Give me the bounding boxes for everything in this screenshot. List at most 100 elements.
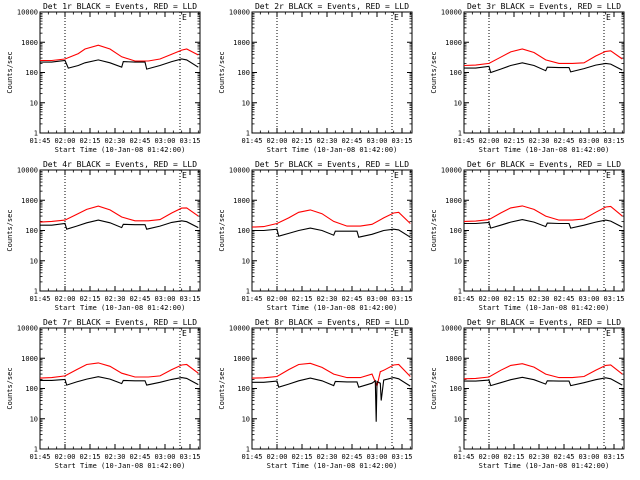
series-lld-line	[39, 362, 199, 379]
x-tick-label: 01:45	[241, 137, 262, 145]
x-tick-label: 03:00	[578, 137, 599, 145]
panel-det-6: Det 6r BLACK = Events, RED = LLD E 1 10 100 1…	[430, 160, 625, 312]
x-tick-label: 01:45	[29, 137, 50, 145]
x-tick-label: 03:00	[578, 453, 599, 461]
y-tick-label: 1	[34, 288, 38, 296]
x-tick-label: 01:45	[453, 453, 474, 461]
y-tick-label: 1	[246, 288, 250, 296]
y-tick-label: 10000	[229, 9, 250, 17]
y-axis-label: Counts/sec	[430, 367, 438, 409]
x-tick-label: 01:45	[453, 295, 474, 303]
x-tick-label: 03:15	[603, 137, 624, 145]
panel-det-8: Det 8r BLACK = Events, RED = LLD E 1 10 100 1…	[218, 318, 413, 470]
y-axis-label: Counts/sec	[218, 51, 226, 93]
y-tick-label: 10	[242, 257, 250, 265]
y-tick-label: 10000	[229, 167, 250, 175]
y-tick-label: 1000	[21, 197, 38, 205]
legend-marker: E	[606, 13, 611, 22]
x-tick-label: 02:00	[478, 137, 499, 145]
x-tick-label: 01:45	[29, 453, 50, 461]
x-tick-label: 01:45	[29, 295, 50, 303]
x-tick-label: 02:15	[291, 453, 312, 461]
x-tick-label: 03:00	[154, 453, 175, 461]
y-tick-label: 100	[449, 385, 462, 393]
y-axis-label: Counts/sec	[6, 209, 14, 251]
y-tick-label: 10000	[229, 325, 250, 333]
x-tick-label: 02:45	[553, 453, 574, 461]
y-tick-label: 1000	[233, 197, 250, 205]
x-tick-label: 02:00	[478, 453, 499, 461]
x-axis-label: Start Time (10-Jan-08 01:42:00)	[267, 304, 398, 312]
panel-det-7: Det 7r BLACK = Events, RED = LLD E 1 10 100 1…	[6, 318, 201, 470]
x-tick-label: 03:15	[179, 295, 200, 303]
legend-marker: E	[182, 171, 187, 180]
series-events-line	[252, 377, 411, 422]
x-tick-label: 03:15	[603, 295, 624, 303]
y-tick-label: 10	[30, 99, 38, 107]
series-events-line	[464, 376, 623, 387]
x-tick-label: 02:15	[291, 295, 312, 303]
y-axis-label: Counts/sec	[6, 51, 14, 93]
x-tick-label: 02:30	[528, 137, 549, 145]
x-tick-label: 03:15	[179, 453, 200, 461]
series-events-line	[464, 62, 623, 74]
x-tick-label: 02:30	[316, 295, 337, 303]
x-tick-label: 02:45	[341, 453, 362, 461]
x-axis-label: Start Time (10-Jan-08 01:42:00)	[55, 304, 186, 312]
x-tick-label: 01:45	[241, 453, 262, 461]
x-tick-label: 01:45	[241, 295, 262, 303]
x-tick-label: 02:45	[341, 137, 362, 145]
x-tick-label: 02:00	[266, 453, 287, 461]
y-tick-label: 1000	[233, 355, 250, 363]
legend-marker: E	[182, 13, 187, 22]
x-axis-label: Start Time (10-Jan-08 01:42:00)	[479, 146, 610, 154]
legend-marker: E	[394, 329, 399, 338]
panel-title: Det 4r BLACK = Events, RED = LLD	[43, 160, 197, 169]
x-tick-label: 03:15	[603, 453, 624, 461]
x-tick-label: 02:15	[79, 453, 100, 461]
series-lld-line	[251, 362, 411, 388]
y-axis-label: Counts/sec	[430, 51, 438, 93]
x-tick-label: 02:00	[266, 295, 287, 303]
x-tick-label: 03:00	[366, 137, 387, 145]
y-tick-label: 100	[237, 227, 250, 235]
plot-frame	[251, 11, 413, 134]
y-tick-label: 10	[454, 257, 462, 265]
series-lld-line	[463, 205, 623, 222]
panel-title: Det 7r BLACK = Events, RED = LLD	[43, 318, 197, 327]
legend-marker: E	[182, 329, 187, 338]
y-tick-label: 1	[458, 446, 462, 454]
y-tick-label: 10000	[441, 325, 462, 333]
y-axis-label: Counts/sec	[218, 367, 226, 409]
x-axis-label: Start Time (10-Jan-08 01:42:00)	[479, 462, 610, 470]
x-tick-label: 02:30	[104, 453, 125, 461]
plot-frame	[39, 11, 201, 134]
y-tick-label: 10000	[441, 167, 462, 175]
x-tick-label: 03:00	[366, 453, 387, 461]
x-tick-label: 03:15	[391, 453, 412, 461]
panel-title: Det 5r BLACK = Events, RED = LLD	[255, 160, 409, 169]
y-tick-label: 1000	[21, 355, 38, 363]
x-tick-label: 02:00	[54, 137, 75, 145]
series-lld-line	[463, 363, 623, 380]
y-tick-label: 10	[454, 99, 462, 107]
x-axis-label: Start Time (10-Jan-08 01:42:00)	[479, 304, 610, 312]
y-tick-label: 1	[246, 130, 250, 138]
panel-det-1: Det 1r BLACK = Events, RED = LLD E 1 10 100 1…	[6, 2, 201, 154]
panel-title: Det 6r BLACK = Events, RED = LLD	[467, 160, 621, 169]
plot-frame	[251, 327, 413, 450]
panel-title: Det 3r BLACK = Events, RED = LLD	[467, 2, 621, 11]
x-tick-label: 02:45	[553, 295, 574, 303]
x-tick-label: 02:45	[129, 295, 150, 303]
x-tick-label: 03:00	[578, 295, 599, 303]
x-tick-label: 02:00	[478, 295, 499, 303]
series-events-line	[40, 58, 199, 70]
x-tick-label: 02:45	[129, 137, 150, 145]
panel-title: Det 1r BLACK = Events, RED = LLD	[43, 2, 197, 11]
panel-det-9: Det 9r BLACK = Events, RED = LLD E 1 10 100 1…	[430, 318, 625, 470]
plot-frame	[463, 327, 625, 450]
y-tick-label: 1000	[445, 39, 462, 47]
y-tick-label: 10000	[17, 325, 38, 333]
y-tick-label: 1	[458, 130, 462, 138]
